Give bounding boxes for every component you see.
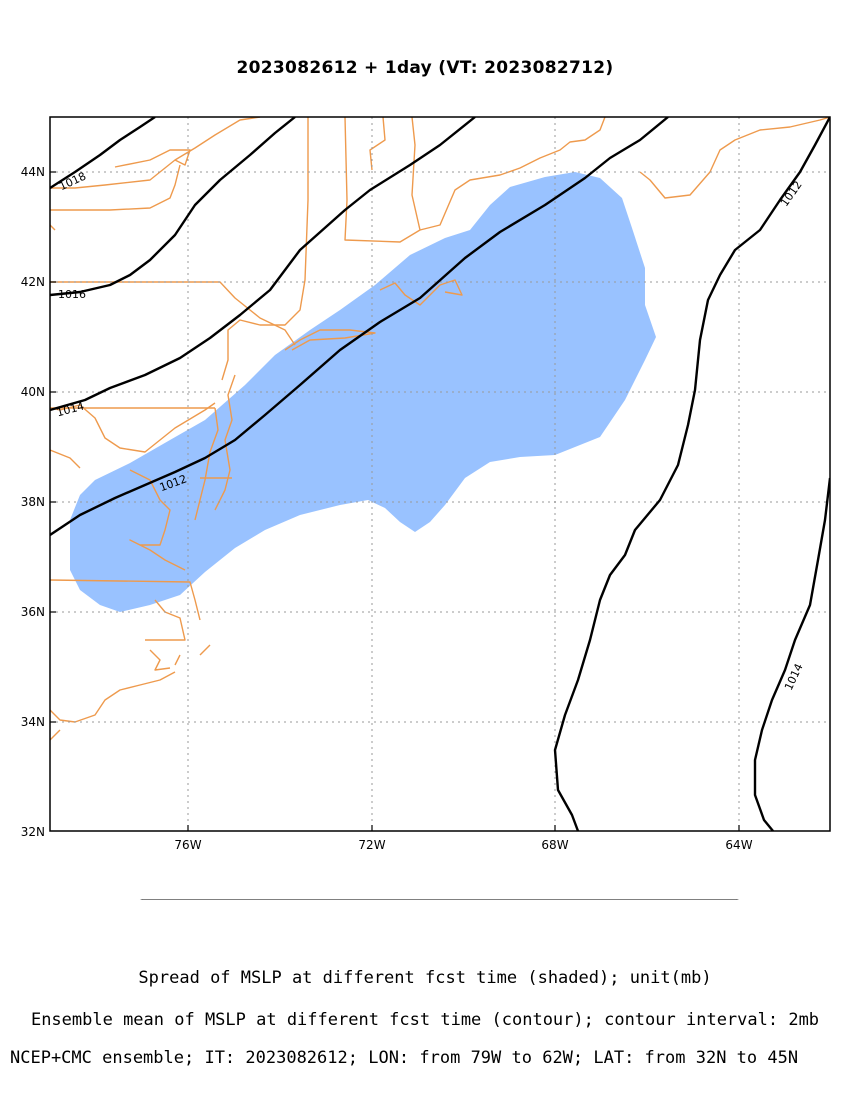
contour-1016 (50, 117, 296, 297)
lat-label: 44N (21, 165, 45, 179)
graticule (50, 117, 830, 831)
caption-ensemble-info: NCEP+CMC ensemble; IT: 2023082612; LON: … (10, 1048, 799, 1068)
lat-label: 32N (21, 825, 45, 839)
lat-label: 42N (21, 275, 45, 289)
lon-label: 72W (358, 838, 385, 852)
lon-label: 68W (541, 838, 568, 852)
contour-1012-main (50, 117, 669, 536)
mslp-contours (50, 117, 830, 831)
contour-label: 1016 (58, 288, 86, 301)
contour-label: 1014 (55, 400, 85, 420)
lat-label: 40N (21, 385, 45, 399)
map-frame (49, 116, 831, 832)
lon-label: 76W (174, 838, 201, 852)
caption-contour: Ensemble mean of MSLP at different fcst … (30, 1010, 820, 1030)
caption-shaded: Spread of MSLP at different fcst time (s… (138, 968, 712, 988)
map-panel: 1018 1016 1014 1012 1012 1014 44N 42N 40… (21, 116, 831, 900)
contour-1014 (50, 117, 476, 412)
lon-labels: 76W 72W 68W 64W (174, 838, 752, 852)
map-title: 2023082612 + 1day (VT: 2023082712) (236, 58, 614, 78)
axis-ticks (50, 171, 740, 831)
lat-label: 38N (21, 495, 45, 509)
lat-label: 34N (21, 715, 45, 729)
lat-label: 36N (21, 605, 45, 619)
coastlines (50, 117, 830, 741)
contour-1012-east (553, 117, 830, 831)
lon-label: 64W (725, 838, 752, 852)
contour-1018 (50, 117, 156, 190)
lat-labels: 44N 42N 40N 38N 36N 34N 32N (21, 165, 45, 839)
contour-label: 1012 (778, 179, 805, 209)
contour-1014-east (753, 477, 830, 831)
